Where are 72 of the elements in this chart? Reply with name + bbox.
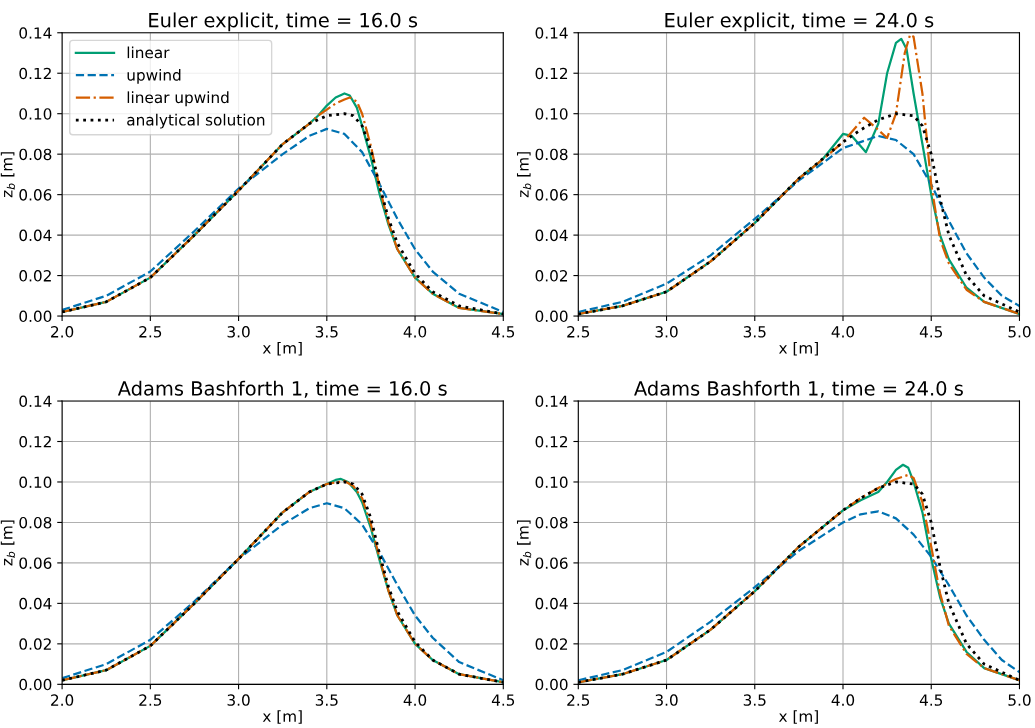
y-tick-label: 0.14 bbox=[19, 27, 52, 39]
x-tick-label: 2.5 bbox=[139, 694, 162, 706]
x-tick-label: 2.0 bbox=[51, 326, 74, 338]
x-tick-label: 3.0 bbox=[227, 326, 250, 338]
x-tick-label: 2.5 bbox=[139, 326, 162, 338]
x-tick-label: 3.5 bbox=[315, 694, 338, 706]
y-tick-label: 0.02 bbox=[535, 270, 568, 282]
x-tick-label: 4.0 bbox=[403, 326, 427, 338]
y-tick-label: 0.08 bbox=[535, 516, 568, 529]
x-tick-label: 3.5 bbox=[315, 326, 338, 338]
y-tick-label: 0.06 bbox=[19, 557, 52, 569]
y-tick-label: 0.00 bbox=[19, 678, 52, 691]
y-tick-label: 0.04 bbox=[535, 597, 568, 610]
legend-label: linear upwind bbox=[127, 91, 229, 107]
y-tick-label: 0.02 bbox=[19, 270, 51, 282]
y-tick-label: 0.10 bbox=[19, 476, 52, 488]
x-tick-label: 3.0 bbox=[655, 694, 678, 706]
y-axis-title: z$_{b}$ [m] bbox=[0, 520, 16, 566]
y-tick-label: 0.08 bbox=[19, 148, 52, 161]
y-tick-label: 0.08 bbox=[19, 516, 52, 529]
y-tick-label: 0.02 bbox=[535, 638, 568, 650]
y-tick-label: 0.04 bbox=[19, 229, 52, 242]
y-axis-title: z$_{b}$ [m] bbox=[0, 152, 16, 198]
y-tick-label: 0.04 bbox=[535, 229, 568, 242]
y-tick-label: 0.08 bbox=[535, 148, 568, 161]
x-tick-label: 4.0 bbox=[831, 326, 855, 338]
legend-label: analytical solution bbox=[127, 113, 265, 129]
y-tick-label: 0.02 bbox=[19, 638, 51, 650]
x-tick-label: 3.0 bbox=[655, 326, 678, 338]
y-tick-label: 0.10 bbox=[535, 476, 568, 488]
y-tick-label: 0.12 bbox=[535, 435, 568, 448]
x-tick-label: 4.0 bbox=[831, 694, 855, 706]
x-axis-title: x [m] bbox=[262, 341, 302, 356]
chart-title: Euler explicit, time = 16.0 s bbox=[149, 12, 418, 32]
x-tick-label: 2.5 bbox=[567, 694, 590, 706]
y-tick-label: 0.00 bbox=[535, 678, 568, 691]
y-tick-label: 0.06 bbox=[535, 557, 568, 569]
y-tick-label: 0.12 bbox=[535, 67, 568, 80]
chart-title: Adams Bashforth 1, time = 24.0 s bbox=[634, 380, 963, 398]
x-axis-title: x [m] bbox=[778, 710, 818, 724]
legend-label: upwind bbox=[127, 68, 181, 84]
y-tick-label: 0.12 bbox=[19, 67, 51, 80]
y-tick-label: 0.00 bbox=[19, 310, 52, 323]
x-tick-label: 4.0 bbox=[403, 694, 427, 706]
x-axis-title: x [m] bbox=[778, 341, 818, 356]
x-tick-label: 4.5 bbox=[919, 694, 943, 706]
x-tick-label: 4.5 bbox=[919, 326, 943, 338]
x-tick-label: 2.0 bbox=[51, 694, 74, 706]
legend-label: linear bbox=[127, 46, 170, 59]
y-tick-label: 0.10 bbox=[19, 108, 52, 120]
y-axis-title: z$_{b}$ [m] bbox=[516, 152, 532, 198]
y-tick-label: 0.14 bbox=[535, 395, 568, 408]
x-tick-label: 3.5 bbox=[743, 694, 766, 706]
x-tick-label: 4.5 bbox=[491, 326, 515, 338]
x-tick-label: 3.0 bbox=[227, 694, 250, 706]
y-tick-label: 0.00 bbox=[535, 310, 568, 323]
x-axis-title: x [m] bbox=[262, 710, 302, 724]
y-tick-label: 0.10 bbox=[535, 108, 568, 120]
x-tick-label: 4.5 bbox=[491, 694, 515, 706]
y-tick-label: 0.04 bbox=[19, 597, 52, 610]
x-tick-label: 5.0 bbox=[1008, 694, 1031, 706]
x-tick-label: 5.0 bbox=[1008, 326, 1031, 338]
y-tick-label: 0.14 bbox=[19, 395, 52, 408]
x-tick-label: 3.5 bbox=[743, 326, 766, 338]
y-tick-label: 0.14 bbox=[535, 27, 568, 39]
y-tick-label: 0.06 bbox=[535, 189, 568, 201]
y-tick-label: 0.06 bbox=[19, 189, 52, 201]
chart-title: Euler explicit, time = 24.0 s bbox=[665, 12, 934, 32]
y-axis-title: z$_{b}$ [m] bbox=[516, 520, 532, 566]
y-tick-label: 0.12 bbox=[19, 435, 51, 448]
chart-title: Adams Bashforth 1, time = 16.0 s bbox=[117, 380, 447, 398]
x-tick-label: 2.5 bbox=[567, 326, 590, 338]
